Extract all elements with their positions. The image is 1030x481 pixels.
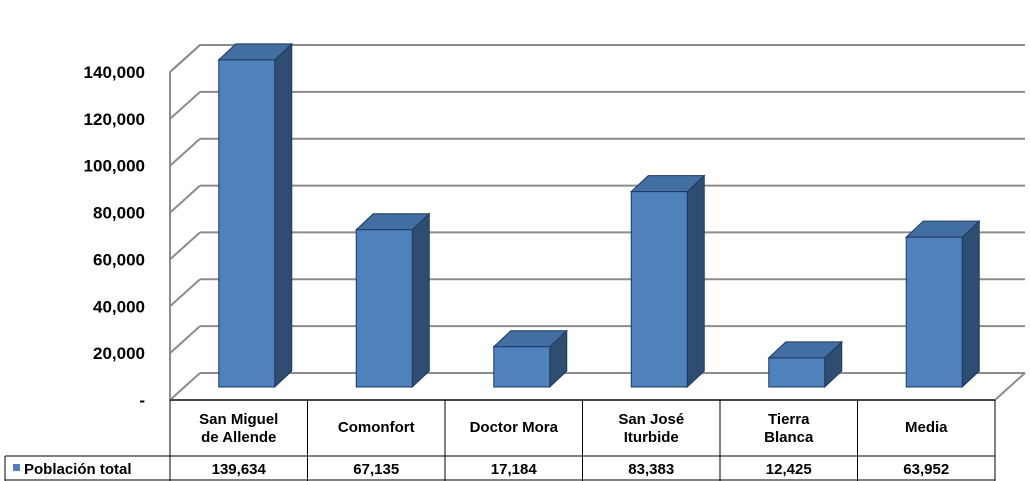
gridline-diagonal	[169, 372, 201, 401]
category-label: Tierra Blanca	[764, 411, 814, 446]
back-wall-top	[169, 44, 1025, 73]
y-tick-label: 100,000	[84, 157, 145, 176]
category-label-line: Media	[905, 419, 948, 436]
y-axis-ticks: - 20,000 40,000 60,000 80,000 100,000 120,000 1…	[84, 63, 145, 410]
category-label: San Miguel de Allende	[199, 411, 278, 446]
bar-side	[961, 220, 980, 389]
legend-swatch	[13, 464, 20, 471]
y-tick-label: 120,000	[84, 110, 145, 129]
bar	[767, 340, 844, 389]
category-label: Comonfort	[338, 419, 415, 436]
data-label: 67,135	[353, 461, 399, 478]
category-label-line: Blanca	[764, 429, 814, 446]
gridline-diagonal	[169, 278, 201, 308]
y-tick-label: 140,000	[84, 63, 145, 82]
bar	[629, 174, 706, 389]
bar-front	[355, 229, 413, 388]
bar	[354, 212, 431, 389]
category-label: San José Iturbide	[618, 411, 684, 446]
gridline-diagonal	[169, 325, 201, 354]
gridline-diagonal	[169, 137, 201, 167]
gridline-diagonal	[169, 91, 201, 120]
bar-front	[218, 59, 276, 388]
y-tick-label: -	[139, 391, 145, 410]
bar	[217, 42, 294, 389]
category-label-line: Comonfort	[338, 419, 415, 436]
category-label: Doctor Mora	[470, 419, 559, 436]
gridline-diagonal	[169, 231, 201, 261]
y-tick-label: 40,000	[93, 297, 145, 316]
floor-right-edge	[994, 372, 1026, 401]
data-table: San Miguel de Allende 139,634 Comonfort 67,1…	[4, 399, 996, 481]
category-label-line: Doctor Mora	[470, 419, 559, 436]
bar-side	[274, 42, 293, 389]
bar-side	[686, 174, 705, 389]
gridlines	[169, 44, 1026, 401]
y-tick-label: 80,000	[93, 204, 145, 223]
category-label-line: San José	[618, 411, 684, 428]
bar-side	[411, 212, 430, 389]
category-label-line: de Allende	[201, 429, 276, 446]
category-label-line: Tierra	[768, 411, 810, 428]
bar	[492, 329, 569, 389]
category-label: Media	[905, 419, 948, 436]
bar-front	[493, 346, 551, 388]
category-label-line: San Miguel	[199, 411, 278, 428]
legend-label: Población total	[24, 461, 132, 478]
data-label: 17,184	[491, 461, 538, 478]
y-tick-label: 20,000	[93, 344, 145, 363]
data-label: 139,634	[212, 461, 267, 478]
data-label: 63,952	[903, 461, 949, 478]
y-tick-label: 60,000	[93, 250, 145, 269]
bar-front	[768, 357, 826, 388]
gridline-diagonal	[169, 184, 201, 214]
bar-front	[630, 191, 688, 388]
data-label: 83,383	[628, 461, 674, 478]
bar-front	[905, 236, 963, 388]
bar	[904, 220, 981, 389]
category-label-line: Iturbide	[624, 429, 679, 446]
data-label: 12,425	[766, 461, 812, 478]
gridline-diagonal	[169, 44, 201, 73]
bars	[217, 42, 981, 389]
